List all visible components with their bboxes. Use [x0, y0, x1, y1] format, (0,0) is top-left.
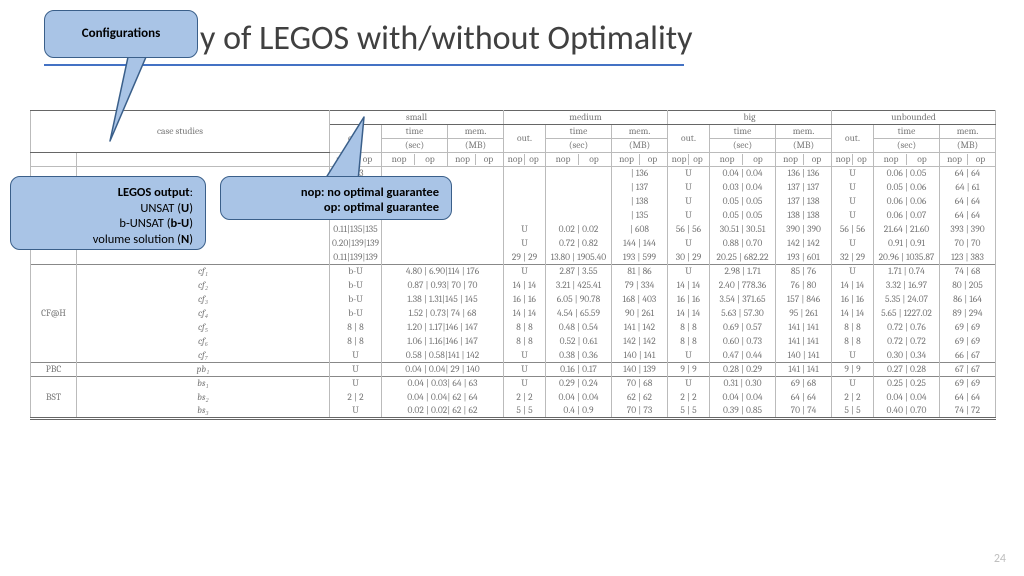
callout-configurations-tail: [108, 55, 168, 150]
table-row: BSTbs₂2 | 20.04 | 0.04| 62 | 642 | 20.04…: [31, 391, 996, 405]
table-row: cf₆8 | 81.06 | 1.16|146 | 1478 | 80.52 |…: [31, 335, 996, 349]
table-row: cf₇U0.58 | 0.58|141 | 142U0.38 | 0.36140…: [31, 349, 996, 363]
table-row: 0.11|139|13929 | 2913.80 | 1905.40193 | …: [31, 251, 996, 265]
hdr-unbounded: unbounded: [832, 111, 996, 125]
callout-legos-title: LEGOS output: [118, 185, 190, 200]
callout-legos-output: LEGOS output: UNSAT (U) b-UNSAT (b-U) vo…: [10, 176, 206, 250]
slide-title: y of LEGOS with/without Optimality: [200, 18, 693, 59]
table-row: cf₂b-U0.87 | 0.93| 70 | 7014 | 143.21 | …: [31, 279, 996, 293]
page-number: 24: [994, 552, 1006, 566]
callout-configurations: Configurations: [44, 10, 198, 58]
table-row: bs₁U0.04 | 0.03| 64 | 63U0.29 | 0.2470 |…: [31, 377, 996, 391]
table-row: CF@Hcf₄b-U1.52 | 0.73| 74 | 6814 | 144.5…: [31, 307, 996, 321]
callout-nop-op: nop: no optimal guaranteeop: optimal gua…: [220, 176, 452, 220]
table-row: PBCpb₁U0.04 | 0.04| 29 | 140U0.16 | 0.17…: [31, 363, 996, 377]
hdr-case: case studies: [31, 111, 330, 153]
table-row: cf₅8 | 81.20 | 1.17|146 | 1478 | 80.48 |…: [31, 321, 996, 335]
hdr-medium: medium: [504, 111, 668, 125]
table-row: cf₃b-U1.38 | 1.31|145 | 14516 | 166.05 |…: [31, 293, 996, 307]
table-row: bs₃U0.02 | 0.02| 62 | 625 | 50.4 | 0.970…: [31, 405, 996, 419]
hdr-big: big: [668, 111, 832, 125]
table-row: cf₁b-U4.80 | 6.90|114 | 176U2.87 | 3.558…: [31, 265, 996, 279]
data-table: case studies small medium big unbounded …: [30, 110, 996, 420]
